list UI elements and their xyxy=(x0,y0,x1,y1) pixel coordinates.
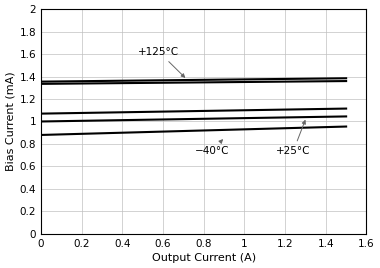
Text: −40°C: −40°C xyxy=(195,140,229,156)
Text: +125°C: +125°C xyxy=(138,47,185,77)
X-axis label: Output Current (A): Output Current (A) xyxy=(152,253,256,263)
Text: +25°C: +25°C xyxy=(276,121,310,156)
Y-axis label: Bias Current (mA): Bias Current (mA) xyxy=(5,72,15,171)
